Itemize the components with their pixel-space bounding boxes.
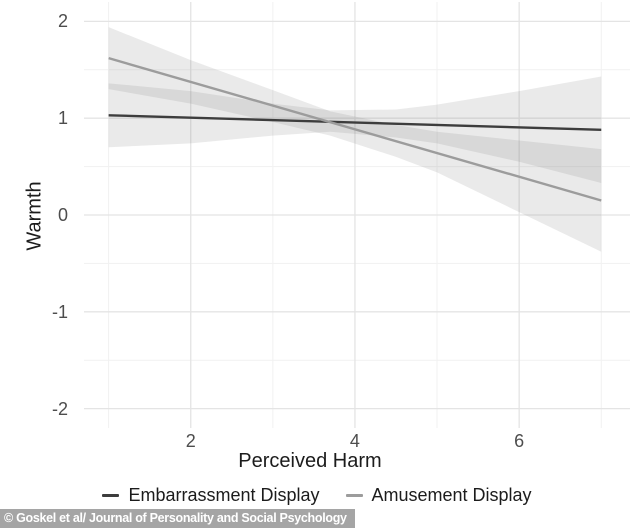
y-tick-label: 2 <box>57 11 68 32</box>
y-tick-label: -2 <box>51 398 68 419</box>
legend-key-line-icon <box>102 494 120 497</box>
legend-item-amusement: Amusement Display <box>345 485 532 506</box>
legend-item-embarrassment: Embarrassment Display <box>102 485 320 506</box>
legend-label-embarrassment: Embarrassment Display <box>128 485 320 505</box>
caption-badge: © Goskel et al/ Journal of Personality a… <box>0 509 355 528</box>
legend-key-line-icon <box>345 494 363 497</box>
y-axis-title: Warmth <box>23 181 46 251</box>
legend-label-amusement: Amusement Display <box>371 485 532 505</box>
legend: Embarrassment Display Amusement Display <box>0 485 634 506</box>
trend-line-0 <box>108 114 602 131</box>
y-tick-label: -1 <box>51 301 68 322</box>
x-tick-label: 6 <box>514 431 525 451</box>
trend-line-1 <box>108 57 602 202</box>
x-tick-label: 4 <box>349 431 360 451</box>
y-tick-label: 0 <box>57 205 68 225</box>
confidence-band-1 <box>108 27 602 252</box>
x-tick-label: 2 <box>185 431 196 451</box>
y-tick-label: 1 <box>57 108 68 129</box>
x-axis-title: Perceived Harm <box>238 450 382 472</box>
